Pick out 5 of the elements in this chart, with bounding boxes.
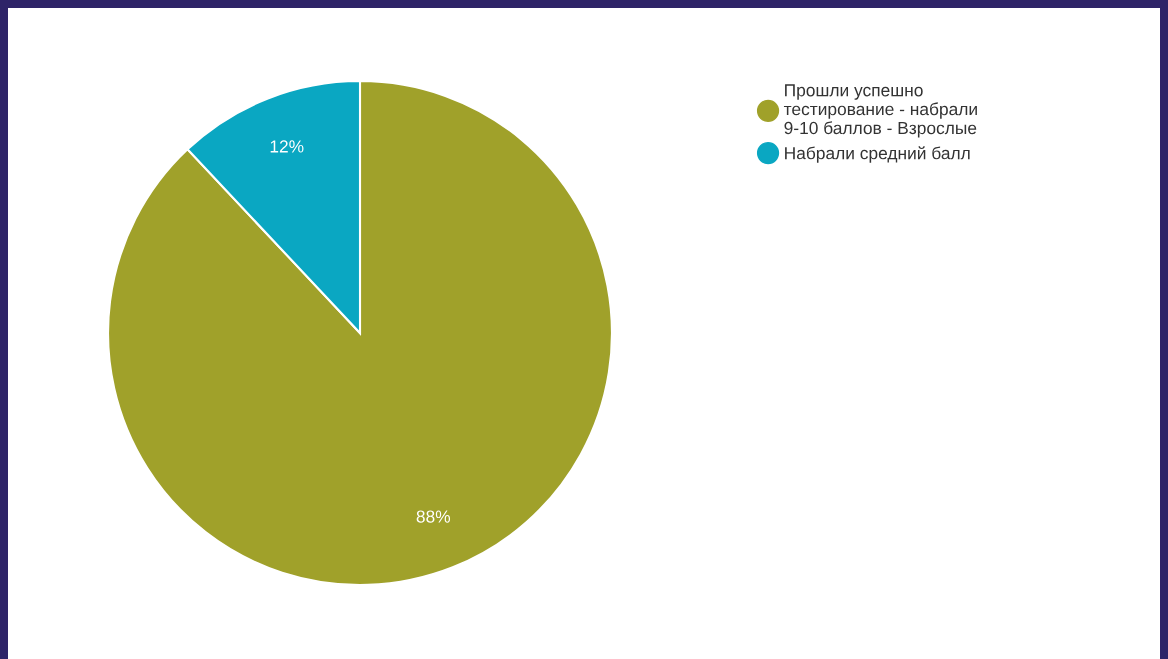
data-label: 88% [416, 510, 451, 523]
pie-slice [107, 80, 613, 586]
legend-label: Прошли успешно тестирование - набрали 9-10 баллов - Взрослые [783, 84, 977, 138]
legend-label: Набрали средний балл [785, 146, 970, 163]
data-label: 12% [270, 140, 304, 153]
